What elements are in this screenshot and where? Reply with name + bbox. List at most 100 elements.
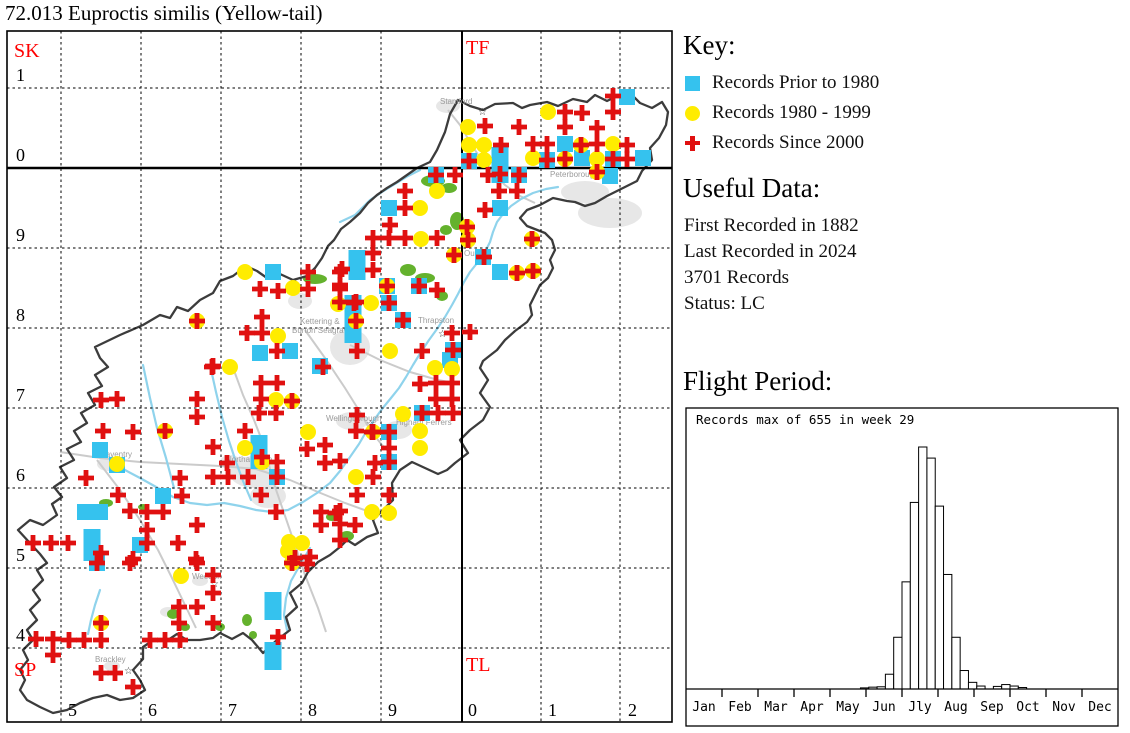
record-cross [205, 358, 222, 374]
record-cross [300, 264, 316, 280]
record-circle [476, 137, 492, 153]
record-circle [412, 200, 428, 216]
record-cross [382, 217, 398, 234]
record-cross [93, 545, 109, 561]
record-square [155, 488, 171, 504]
record-circle [363, 295, 379, 311]
grid-number: 0 [468, 700, 477, 720]
record-cross [332, 516, 348, 532]
record-cross [493, 137, 509, 154]
flight-bar [1001, 684, 1011, 690]
record-cross [508, 183, 525, 200]
record-cross [268, 504, 284, 520]
record-cross [270, 629, 286, 645]
record-circle [381, 505, 397, 521]
record-cross [589, 120, 605, 136]
record-cross [60, 535, 76, 551]
record-cross [411, 278, 427, 294]
record-cross [510, 119, 527, 135]
record-cross [332, 281, 348, 297]
first-recorded-line: First Recorded in 1882 [684, 215, 859, 236]
record-cross [237, 423, 254, 439]
record-cross [189, 599, 206, 615]
record-cross [349, 407, 365, 423]
grid-number: 5 [16, 545, 25, 565]
town-star-icon: ☆ [438, 329, 447, 340]
record-cross [557, 104, 573, 120]
record-cross [379, 278, 395, 294]
record-cross [444, 391, 460, 407]
record-circle [237, 264, 253, 280]
month-label: Aug [944, 700, 967, 715]
record-square [265, 264, 281, 280]
record-count-line: 3701 Records [684, 267, 790, 288]
record-cross [445, 342, 461, 358]
record-cross [78, 470, 94, 486]
town-label: Kettering & [300, 317, 340, 326]
record-circle [222, 359, 238, 375]
record-cross [189, 517, 206, 533]
grid-number: 9 [16, 225, 25, 245]
record-cross [447, 167, 463, 184]
record-circle [413, 231, 429, 247]
record-cross [332, 503, 348, 519]
grid-number: 7 [228, 700, 237, 720]
record-cross [205, 615, 222, 631]
red-cross-icon [685, 135, 700, 151]
record-cross [121, 555, 138, 571]
record-square [574, 150, 590, 166]
flight-chart-annotation: Records max of 655 in week 29 [696, 412, 914, 427]
record-cross [428, 391, 444, 407]
town-label: Daventry [100, 450, 132, 459]
last-recorded-line: Last Recorded in 2024 [684, 241, 857, 262]
record-cross [397, 183, 413, 200]
record-cross [414, 405, 430, 421]
town-label: Brackley [95, 655, 126, 664]
record-cross [347, 517, 363, 533]
record-cross [300, 281, 316, 297]
record-cross [381, 424, 397, 440]
record-cross [205, 567, 222, 583]
record-cross [239, 469, 256, 485]
record-cross [365, 230, 381, 247]
record-cross [61, 632, 77, 648]
record-cross [254, 325, 270, 341]
record-cross [349, 343, 365, 359]
record-cross [429, 230, 445, 247]
record-cross [349, 487, 365, 503]
town-label: Northampton [226, 455, 272, 464]
record-square [282, 343, 298, 359]
record-cross [460, 232, 476, 249]
legend-item-since-2000: Records Since 2000 [685, 132, 864, 154]
record-cross [348, 423, 364, 439]
record-cross [365, 424, 381, 440]
record-cross [619, 137, 635, 154]
record-circle [429, 183, 445, 199]
grid-number: 6 [16, 465, 25, 485]
flight-bar [943, 573, 953, 690]
record-cross [302, 549, 318, 565]
record-square [635, 150, 651, 166]
record-cross [346, 295, 362, 311]
record-circle [268, 392, 284, 408]
flight-bar [934, 505, 945, 690]
grid-number: 1 [16, 65, 25, 85]
record-square [92, 442, 108, 458]
record-cross [253, 487, 269, 503]
record-cross [27, 631, 44, 647]
grid-number: 1 [548, 700, 557, 720]
record-cross [317, 437, 333, 453]
record-cross [205, 439, 222, 455]
page-title: 72.013 Euproctis similis (Yellow-tail) [5, 1, 323, 25]
record-cross [508, 265, 525, 281]
record-circle [270, 328, 286, 344]
record-cross [93, 615, 109, 631]
record-cross [121, 503, 138, 519]
record-cross [171, 599, 188, 615]
record-square [381, 200, 397, 216]
record-cross [125, 679, 142, 695]
record-cross [557, 119, 573, 135]
record-circle [300, 424, 316, 440]
record-cross [110, 487, 126, 503]
